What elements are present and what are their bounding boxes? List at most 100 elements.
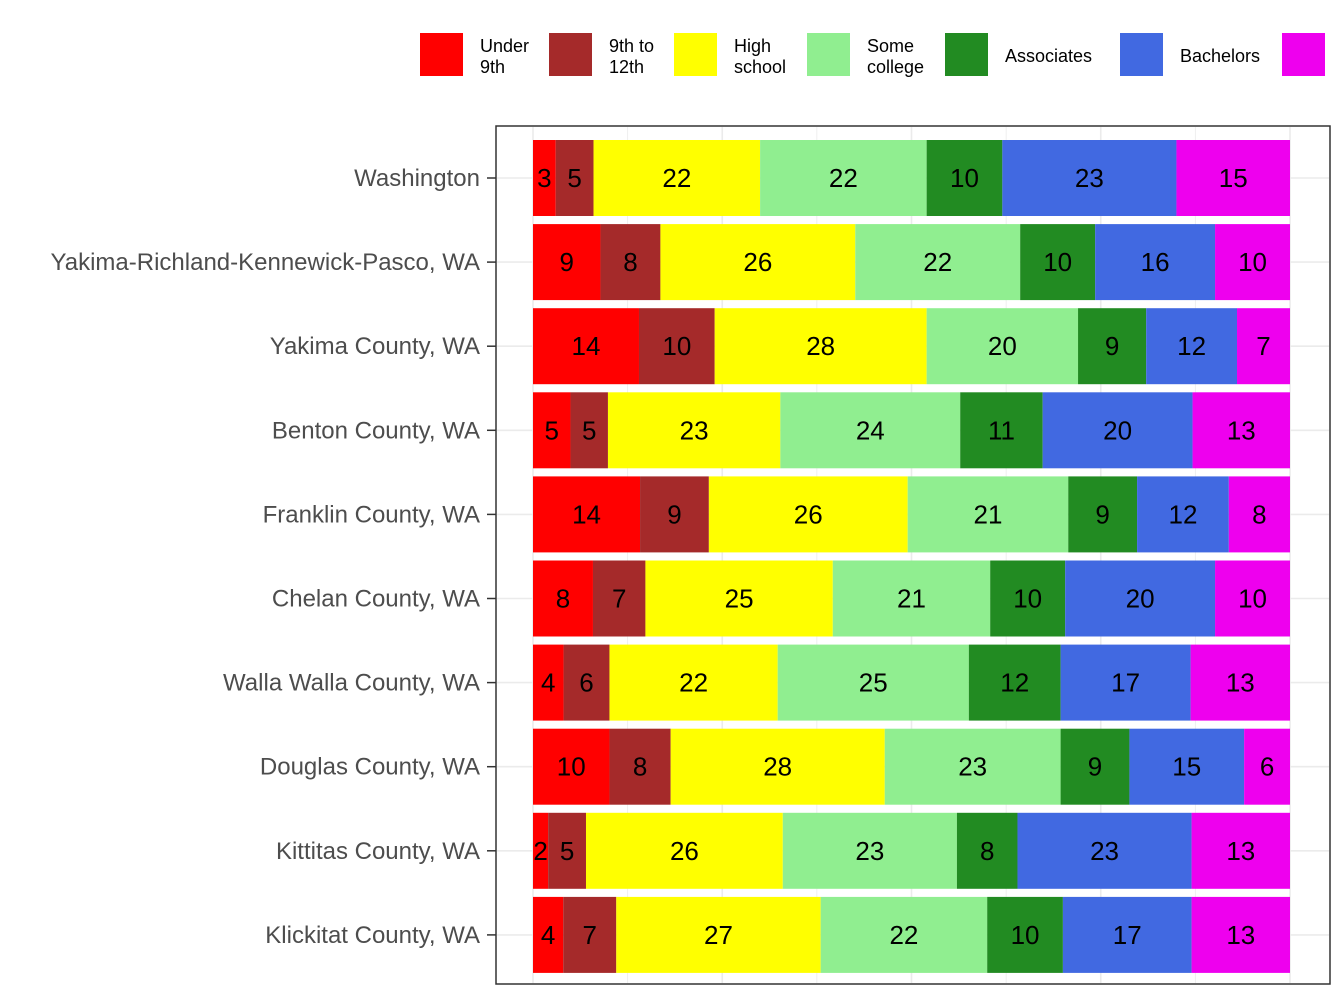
data-label: 7 bbox=[612, 584, 626, 614]
category-label: Washington bbox=[354, 165, 480, 192]
legend-key-bachelors bbox=[1120, 33, 1163, 76]
data-label: 28 bbox=[763, 752, 792, 782]
bar-segment-high-school bbox=[616, 896, 821, 973]
bar-segment-associates bbox=[956, 812, 1018, 889]
data-label: 8 bbox=[633, 752, 647, 782]
bar-segment-some-college bbox=[777, 644, 969, 721]
bar-segment-9th-to-12th bbox=[609, 728, 671, 805]
category-label: Chelan County, WA bbox=[272, 586, 480, 613]
bar-segment-associates bbox=[1068, 476, 1138, 553]
bar-segment-under-9th bbox=[533, 644, 564, 721]
data-label: 13 bbox=[1226, 836, 1255, 866]
category-label: Yakima-Richland-Kennewick-Pasco, WA bbox=[51, 249, 480, 276]
data-label: 20 bbox=[988, 331, 1017, 361]
data-label: 9 bbox=[559, 247, 573, 277]
bar-segment-other bbox=[1244, 728, 1290, 805]
data-label: 15 bbox=[1219, 163, 1248, 193]
data-label: 4 bbox=[541, 668, 555, 698]
data-label: 10 bbox=[557, 752, 586, 782]
bar-segment-under-9th bbox=[533, 476, 641, 553]
data-label: 23 bbox=[1090, 836, 1119, 866]
data-label: 13 bbox=[1226, 920, 1255, 950]
bar-segment-some-college bbox=[782, 812, 957, 889]
data-label: 22 bbox=[923, 247, 952, 277]
bar-segment-some-college bbox=[855, 224, 1021, 301]
data-label: 14 bbox=[572, 499, 601, 529]
bar-segment-9th-to-12th bbox=[570, 392, 608, 469]
data-label: 12 bbox=[1177, 331, 1206, 361]
data-label: 9 bbox=[1105, 331, 1119, 361]
bar-segment-other bbox=[1191, 812, 1290, 889]
data-label: 22 bbox=[889, 920, 918, 950]
bar-segment-high-school bbox=[645, 560, 833, 637]
bar-segment-high-school bbox=[670, 728, 885, 805]
bar-segment-9th-to-12th bbox=[563, 644, 610, 721]
data-label: 22 bbox=[662, 163, 691, 193]
data-label: 2 bbox=[533, 836, 547, 866]
data-label: 10 bbox=[1238, 247, 1267, 277]
data-label: 15 bbox=[1172, 752, 1201, 782]
bar-segment-high-school bbox=[593, 140, 761, 216]
data-label: 17 bbox=[1113, 920, 1142, 950]
bar-segment-bachelors bbox=[1062, 896, 1192, 973]
bar-segment-other bbox=[1176, 140, 1290, 216]
bar-segment-high-school bbox=[585, 812, 783, 889]
bar-segment-bachelors bbox=[1146, 308, 1238, 385]
legend-label: Under 9th bbox=[480, 36, 529, 77]
data-label: 5 bbox=[582, 415, 596, 445]
category-axis: Washington Yakima-Richland-Kennewick-Pasc… bbox=[51, 165, 496, 949]
data-label: 5 bbox=[567, 163, 581, 193]
bar-segment-bachelors bbox=[1137, 476, 1229, 553]
bar-segment-9th-to-12th bbox=[600, 224, 661, 301]
bar-segment-bachelors bbox=[1042, 392, 1193, 469]
bar-segment-other bbox=[1192, 392, 1290, 469]
bar-segment-bachelors bbox=[1002, 140, 1177, 216]
data-label: 10 bbox=[1011, 920, 1040, 950]
legend-key-high-school bbox=[674, 33, 717, 76]
legend-label: Some college bbox=[867, 36, 924, 77]
bar-segment-under-9th bbox=[533, 560, 593, 637]
bar-segment-associates bbox=[960, 392, 1043, 469]
data-label: 26 bbox=[794, 499, 823, 529]
bar-segment-under-9th bbox=[533, 728, 610, 805]
bar-segment-under-9th bbox=[533, 392, 571, 469]
bar-segment-associates bbox=[1020, 224, 1096, 301]
data-label: 21 bbox=[974, 499, 1003, 529]
bar-segment-associates bbox=[926, 140, 1003, 216]
data-label: 10 bbox=[1043, 247, 1072, 277]
bar-segment-bachelors bbox=[1129, 728, 1245, 805]
category-label: Douglas County, WA bbox=[260, 754, 480, 781]
bar-segment-associates bbox=[1060, 728, 1130, 805]
bar-segment-other bbox=[1215, 560, 1290, 637]
data-label: 13 bbox=[1226, 668, 1255, 698]
data-label: 22 bbox=[829, 163, 858, 193]
category-label: Benton County, WA bbox=[272, 417, 480, 444]
bar-segment-some-college bbox=[907, 476, 1069, 553]
legend-key-under-9th bbox=[420, 33, 463, 76]
data-label: 6 bbox=[1260, 752, 1274, 782]
data-label: 8 bbox=[556, 584, 570, 614]
legend-key-associates bbox=[945, 33, 988, 76]
legend-label: Associates bbox=[1005, 46, 1092, 66]
legend-label: Bachelors bbox=[1180, 46, 1260, 66]
data-label: 10 bbox=[1238, 584, 1267, 614]
data-label: 27 bbox=[704, 920, 733, 950]
data-label: 20 bbox=[1126, 584, 1155, 614]
data-label: 5 bbox=[545, 415, 559, 445]
category-label: Klickitat County, WA bbox=[265, 922, 480, 949]
bar-segment-associates bbox=[990, 560, 1066, 637]
bar-segment-other bbox=[1191, 896, 1290, 973]
bar-segment-under-9th bbox=[533, 140, 556, 216]
bar-segment-bachelors bbox=[1095, 224, 1216, 301]
bar-segment-high-school bbox=[708, 476, 908, 553]
data-label: 12 bbox=[1168, 499, 1197, 529]
bar-segment-some-college bbox=[820, 896, 988, 973]
data-label: 13 bbox=[1227, 415, 1256, 445]
data-label: 21 bbox=[897, 584, 926, 614]
bar-segment-other bbox=[1237, 308, 1290, 385]
bar-segment-high-school bbox=[607, 392, 781, 469]
category-label: Walla Walla County, WA bbox=[223, 670, 480, 697]
data-label: 23 bbox=[680, 415, 709, 445]
data-label: 9 bbox=[1088, 752, 1102, 782]
bar-segment-other bbox=[1215, 224, 1290, 301]
